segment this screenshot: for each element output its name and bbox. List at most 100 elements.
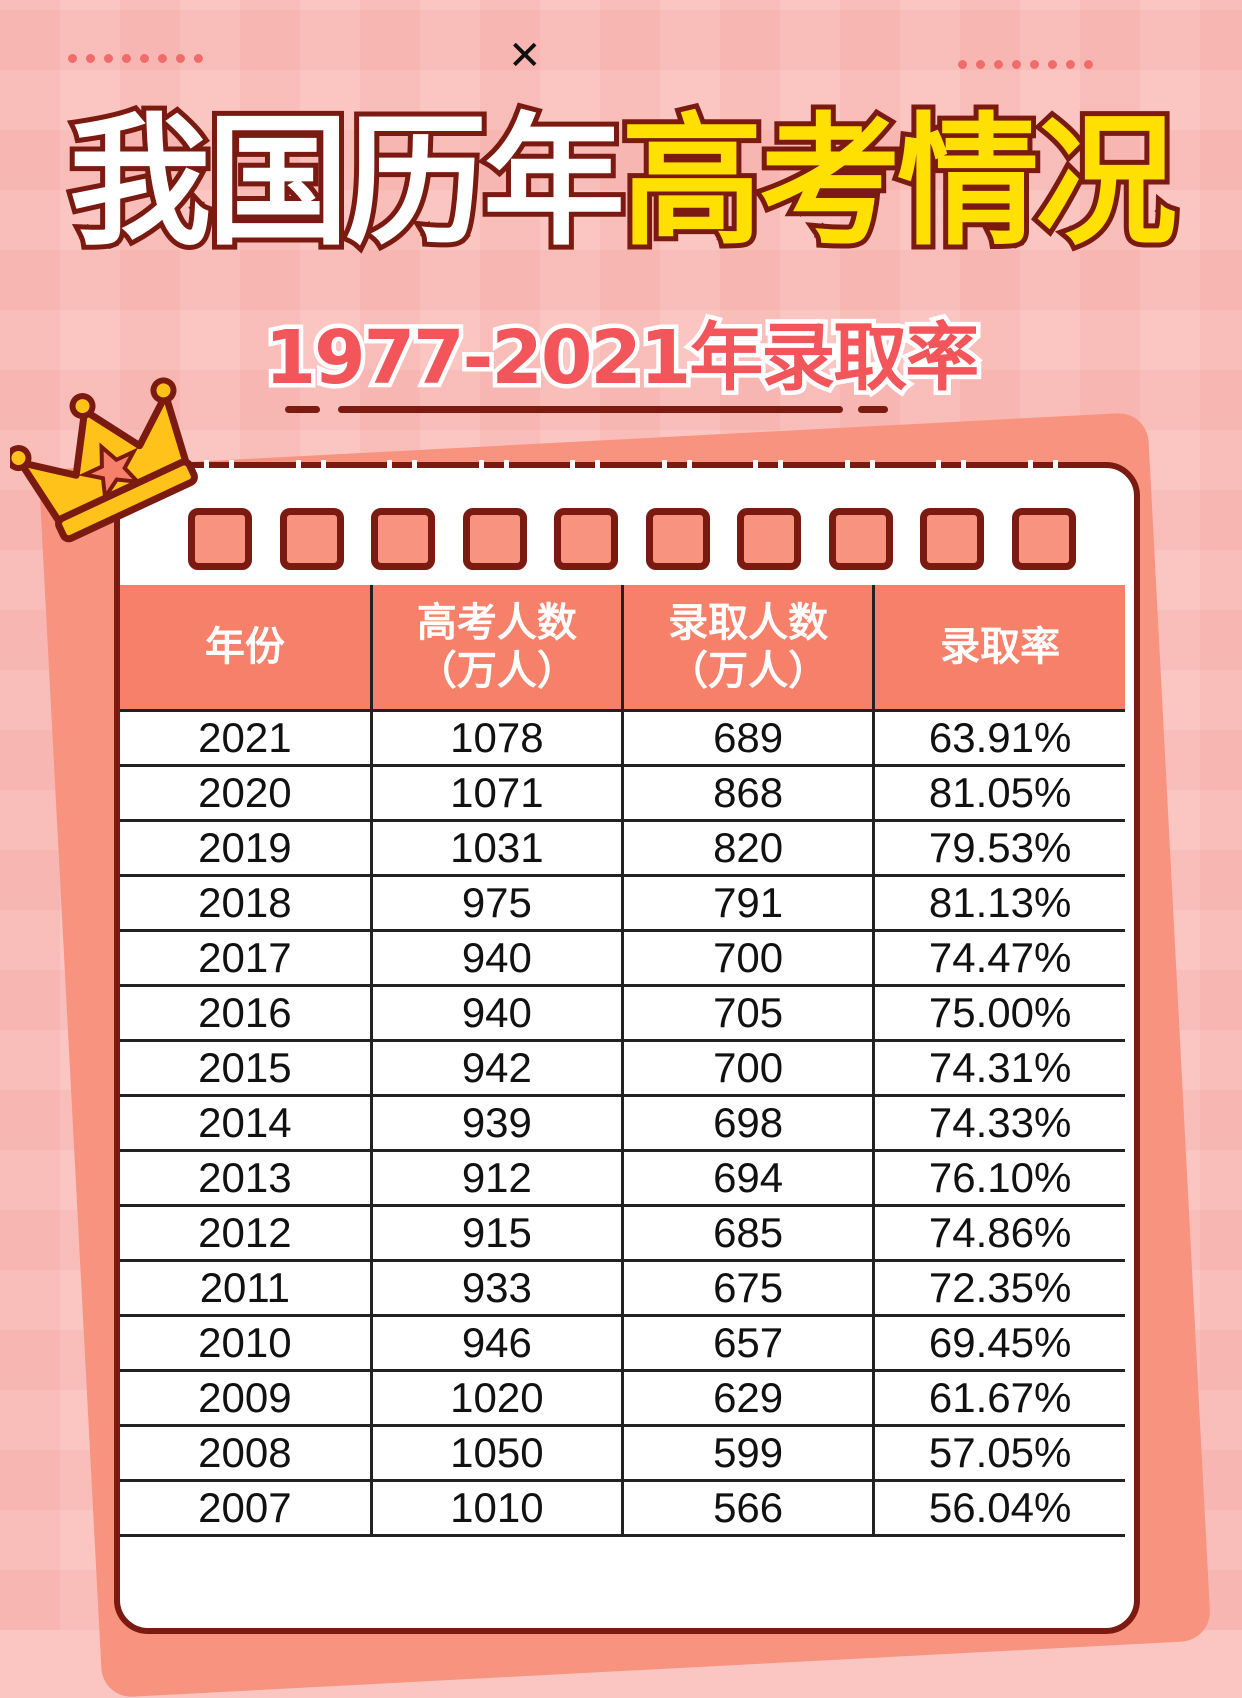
table-cell: 2007 (120, 1479, 373, 1537)
decorative-dots (68, 54, 203, 71)
table-cell: 698 (622, 1094, 876, 1151)
table-cell: 1031 (371, 819, 625, 876)
crown-icon (10, 377, 198, 543)
table-cell: 912 (371, 1149, 625, 1206)
table-cell: 939 (371, 1094, 625, 1151)
binder-ring (462, 508, 527, 570)
ring-wire (478, 460, 509, 540)
table-cell: 72.35% (873, 1259, 1125, 1316)
table-cell: 820 (622, 819, 876, 876)
table-cell: 975 (371, 874, 625, 931)
column-header: 年份 (120, 585, 373, 711)
table-cell: 705 (622, 984, 876, 1041)
table-cell: 629 (622, 1369, 876, 1426)
table-cell: 61.67% (873, 1369, 1125, 1426)
table-row: 2016 940 705 75.00% (120, 984, 1125, 1041)
table-cell: 1010 (371, 1479, 625, 1537)
admission-rate-table: 年份 高考人数 （万人） 录取人数 （万人） 录取率 2021 1078 689 63.91% 2… (120, 585, 1125, 1537)
page-title: 我国历年高考情况 (0, 107, 1242, 259)
table-cell: 74.47% (873, 929, 1125, 986)
table-cell: 2011 (120, 1259, 373, 1316)
divider (285, 406, 320, 413)
table-cell: 79.53% (873, 819, 1125, 876)
table-cell: 2010 (120, 1314, 373, 1371)
column-header-line: 录取人数 (668, 600, 829, 646)
table-row: 2019 1031 820 79.53% (120, 819, 1125, 876)
table-cell: 694 (622, 1149, 876, 1206)
decorative-dots (958, 60, 1093, 77)
table-row: 2015 942 700 74.31% (120, 1039, 1125, 1096)
table-cell: 76.10% (873, 1149, 1125, 1206)
column-header: 录取率 (873, 585, 1125, 711)
subtitle: 1977-2021年录取率 (260, 311, 984, 406)
table-cell: 946 (371, 1314, 625, 1371)
table-cell: 2016 (120, 984, 373, 1041)
table-cell: 1078 (371, 709, 625, 766)
table-cell: 685 (622, 1204, 876, 1261)
column-header-line: 录取率 (940, 624, 1061, 670)
ring-wire (1027, 460, 1058, 540)
binder-ring (188, 508, 252, 570)
table-cell: 2018 (120, 874, 373, 931)
table-cell: 940 (371, 929, 625, 986)
table-row: 2021 1078 689 63.91% (120, 709, 1125, 766)
table-cell: 933 (371, 1259, 625, 1316)
table-row: 2009 1020 629 61.67% (120, 1369, 1125, 1426)
column-header-line: 年份 (204, 624, 285, 670)
binder-ring (920, 508, 984, 570)
table-cell: 2009 (120, 1369, 373, 1426)
table-cell: 81.13% (873, 874, 1125, 931)
table-cell: 57.05% (873, 1424, 1125, 1481)
table-row: 2017 940 700 74.47% (120, 929, 1125, 986)
binder-ring (645, 508, 710, 570)
ring-wire (570, 460, 600, 540)
table-row: 2011 933 675 72.35% (120, 1259, 1125, 1316)
ring-wire (661, 460, 692, 540)
binder-ring (279, 508, 344, 570)
table-cell: 700 (622, 1039, 876, 1096)
column-header-line: （万人） (416, 648, 577, 694)
table-cell: 700 (622, 929, 876, 986)
table-cell: 599 (622, 1424, 876, 1481)
table-cell: 940 (371, 984, 625, 1041)
table-cell: 2013 (120, 1149, 373, 1206)
title-part-2: 高考情况 (616, 100, 1182, 265)
table-cell: 75.00% (873, 984, 1125, 1041)
table-cell: 81.05% (873, 764, 1125, 821)
table-cell: 2012 (120, 1204, 373, 1261)
binder-ring (554, 508, 618, 570)
binder-ring (828, 508, 893, 570)
divider (858, 406, 888, 413)
table-cell: 791 (622, 874, 876, 931)
column-header: 高考人数 （万人） (371, 585, 625, 711)
table-row: 2013 912 694 76.10% (120, 1149, 1125, 1206)
table-row: 2007 1010 566 56.04% (120, 1479, 1125, 1537)
table-cell: 74.31% (873, 1039, 1125, 1096)
binder-ring (1011, 508, 1076, 570)
table-cell: 1071 (371, 764, 625, 821)
ring-wire (204, 460, 234, 540)
table-cell: 675 (622, 1259, 876, 1316)
column-header: 录取人数 （万人） (622, 585, 876, 711)
table-cell: 74.33% (873, 1094, 1125, 1151)
ring-wire (844, 460, 875, 540)
ring-wire (295, 460, 326, 540)
table-cell: 69.45% (873, 1314, 1125, 1371)
table-cell: 74.86% (873, 1204, 1125, 1261)
divider (338, 406, 843, 413)
table-cell: 1050 (371, 1424, 625, 1481)
table-cell: 63.91% (873, 709, 1125, 766)
table-row: 2014 939 698 74.33% (120, 1094, 1125, 1151)
ring-wire (753, 460, 783, 540)
table-row: 2008 1050 599 57.05% (120, 1424, 1125, 1481)
table-cell: 915 (371, 1204, 625, 1261)
ring-wire (387, 460, 417, 540)
table-cell: 868 (622, 764, 876, 821)
close-icon[interactable]: ✕ (508, 33, 542, 79)
table-cell: 942 (371, 1039, 625, 1096)
table-cell: 1020 (371, 1369, 625, 1426)
table-cell: 56.04% (873, 1479, 1125, 1537)
title-part-1: 我国历年 (64, 100, 630, 265)
table-cell: 2008 (120, 1424, 373, 1481)
table-cell: 2014 (120, 1094, 373, 1151)
